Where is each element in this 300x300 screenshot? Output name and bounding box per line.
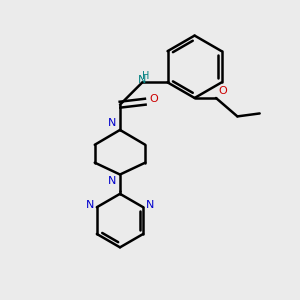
Text: N: N	[146, 200, 154, 210]
Text: N: N	[86, 200, 94, 210]
Text: N: N	[107, 176, 116, 186]
Text: H: H	[142, 71, 149, 81]
Text: O: O	[149, 94, 158, 104]
Text: O: O	[218, 86, 227, 96]
Text: N: N	[138, 75, 146, 85]
Text: N: N	[107, 118, 116, 128]
